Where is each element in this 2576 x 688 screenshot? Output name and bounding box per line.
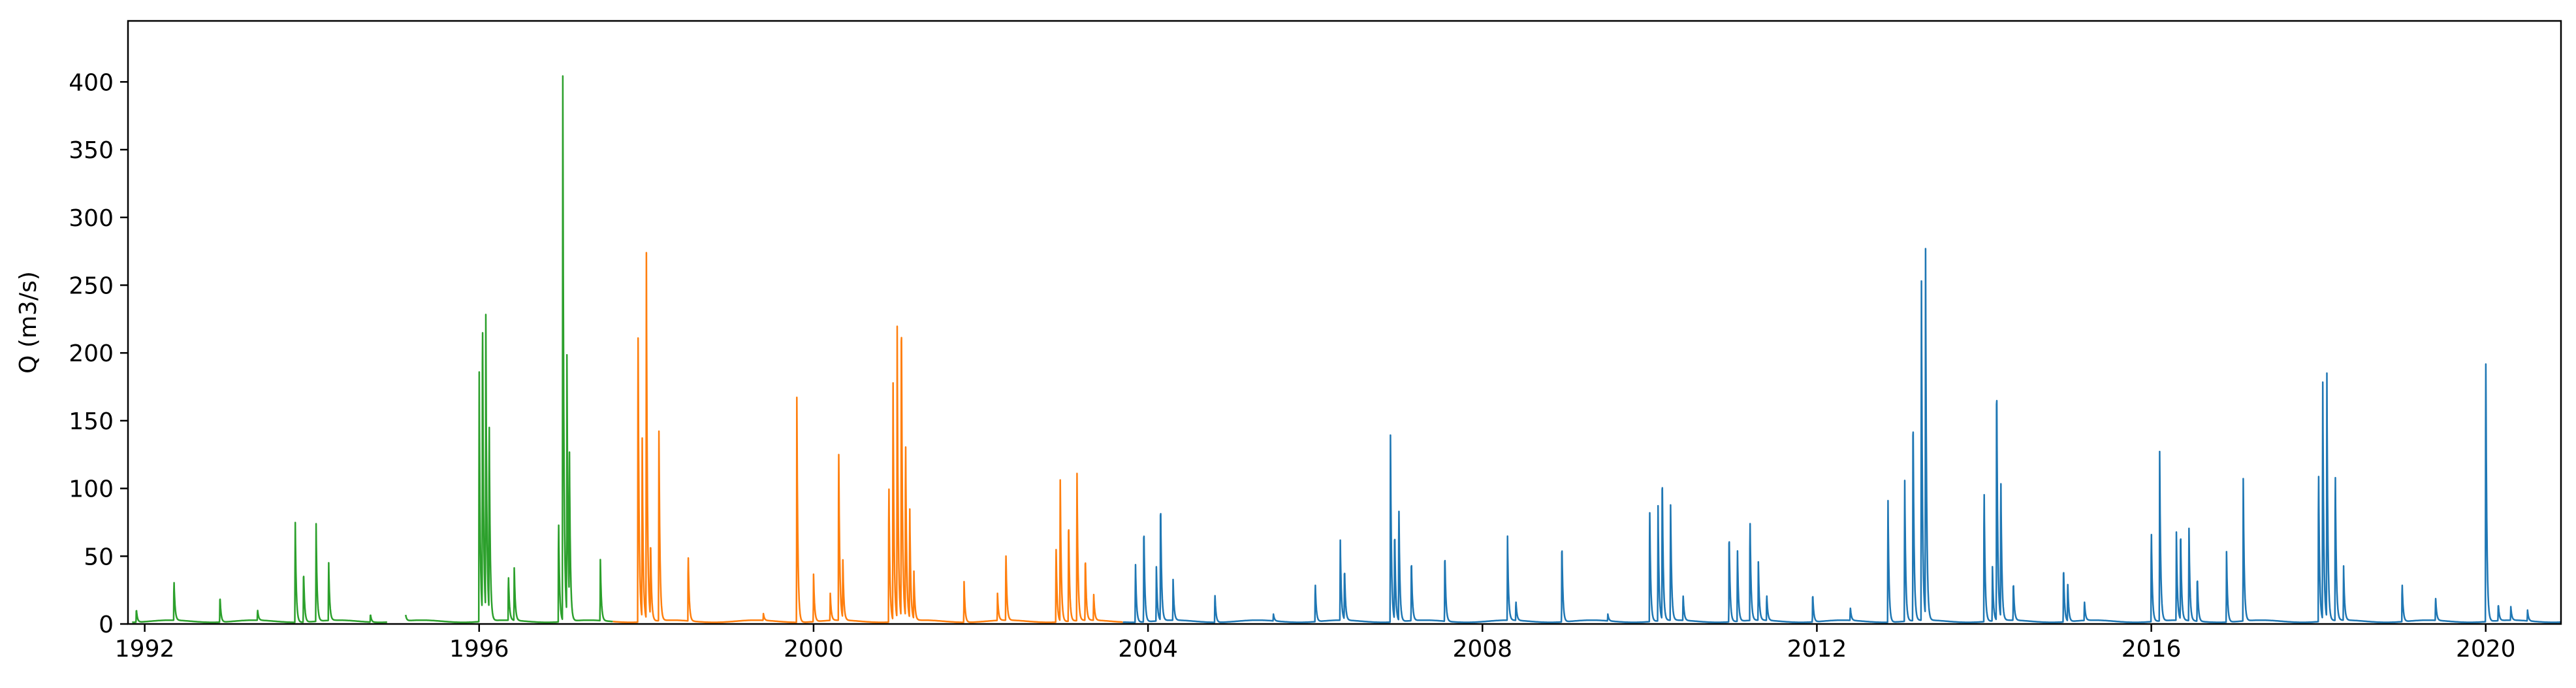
plot-frame xyxy=(127,20,2562,625)
x-tick-label: 2016 xyxy=(2122,636,2182,663)
series-line-1 xyxy=(131,75,614,623)
x-tick-label: 2020 xyxy=(2456,636,2516,663)
y-tick-label: 350 xyxy=(69,137,114,164)
y-axis-title: Q (m3/s) xyxy=(15,271,42,374)
x-tick-label: 1996 xyxy=(449,636,509,663)
y-tick-label: 400 xyxy=(69,69,114,96)
x-axis: 1992 1996 2000 2004 2008 2012 2016 2020 xyxy=(115,624,2516,663)
x-tick-label: 2000 xyxy=(784,636,844,663)
series-line-2 xyxy=(612,252,1124,623)
x-tick-label: 2004 xyxy=(1118,636,1178,663)
y-tick-label: 250 xyxy=(69,272,114,299)
x-tick-label: 1992 xyxy=(115,636,175,663)
y-tick-label: 200 xyxy=(69,340,114,367)
y-axis: 0 50 100 150 200 250 300 350 400 xyxy=(69,69,128,638)
y-tick-label: 150 xyxy=(69,408,114,435)
y-tick-label: 0 xyxy=(99,612,114,638)
y-tick-label: 300 xyxy=(69,205,114,232)
y-tick-label: 50 xyxy=(84,544,114,570)
y-tick-label: 100 xyxy=(69,476,114,503)
x-tick-label: 2012 xyxy=(1787,636,1847,663)
series-layer xyxy=(131,75,2562,623)
x-tick-label: 2008 xyxy=(1452,636,1512,663)
series-line-3 xyxy=(1122,248,2562,623)
